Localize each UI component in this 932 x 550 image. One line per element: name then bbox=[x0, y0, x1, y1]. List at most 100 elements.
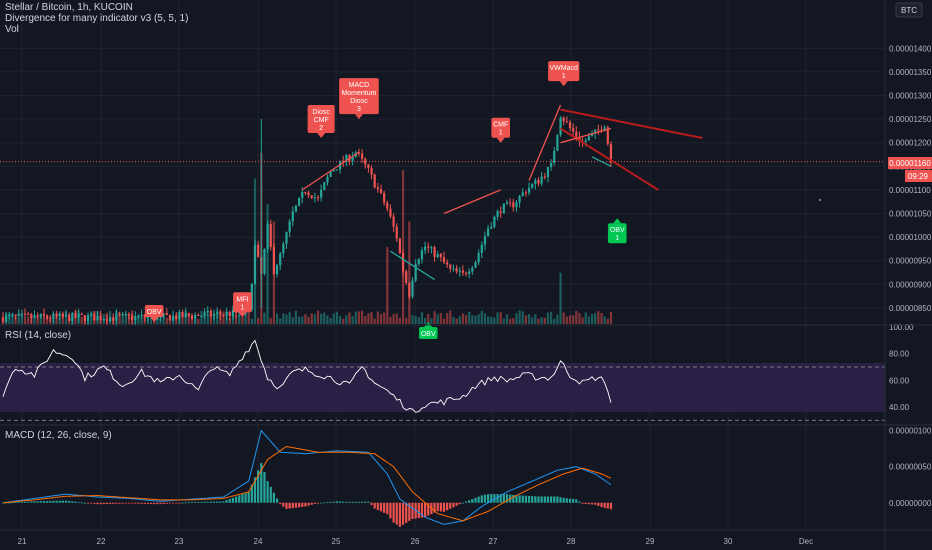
candle-body bbox=[190, 315, 194, 319]
candle-body bbox=[291, 211, 294, 222]
rsi-legend[interactable]: RSI (14, close) bbox=[5, 330, 72, 341]
volume-bar bbox=[597, 311, 600, 324]
signal-text: OBV bbox=[421, 331, 436, 338]
macd-histogram-bar bbox=[490, 494, 493, 503]
candle-body bbox=[383, 193, 386, 203]
price-tick-label: 0.00000850 bbox=[889, 304, 932, 313]
currency-label[interactable]: BTC bbox=[895, 2, 923, 18]
rsi-pane[interactable] bbox=[0, 339, 885, 421]
candle-body bbox=[464, 272, 468, 274]
symbol-title[interactable]: Stellar / Bitcoin, 1h, KUCOIN bbox=[5, 2, 133, 13]
time-tick-label: 27 bbox=[489, 537, 498, 546]
candle-body bbox=[90, 314, 93, 316]
macd-histogram-bar bbox=[310, 502, 313, 505]
signal-text: 2 bbox=[319, 125, 323, 132]
candle-body bbox=[203, 312, 206, 316]
signal-text: Diosc bbox=[350, 98, 368, 105]
macd-histogram-bar bbox=[433, 502, 436, 513]
time-axis[interactable]: 21 22 23 24 25 26 27 28 29 30 Dec bbox=[18, 537, 814, 546]
indicator-divergence[interactable]: Divergence for many indicator v3 (5, 5, … bbox=[5, 13, 189, 24]
macd-histogram-bar bbox=[411, 502, 414, 519]
macd-histogram-bar bbox=[74, 501, 77, 503]
volume-bar bbox=[534, 314, 537, 324]
macd-histogram-bar bbox=[77, 502, 80, 503]
volume-bar bbox=[316, 310, 320, 324]
candle-body bbox=[178, 312, 181, 319]
volume-bar bbox=[594, 313, 597, 324]
candle-body bbox=[222, 314, 225, 316]
candle-body bbox=[531, 183, 534, 188]
candle-body bbox=[562, 117, 565, 122]
macd-legend[interactable]: MACD (12, 26, close, 9) bbox=[5, 430, 112, 441]
signal-labels[interactable]: DioscCMF2MACDMomentumDiosc3CMF1VWMacd1OB… bbox=[144, 61, 627, 339]
divergence-line bbox=[528, 104, 562, 181]
signal-text: CMF bbox=[314, 117, 329, 124]
macd-histogram-bar bbox=[559, 497, 562, 503]
candle-body bbox=[209, 310, 212, 316]
price-badge-value: 0.00001160 bbox=[889, 159, 931, 168]
candle-body bbox=[474, 262, 477, 268]
candle-body bbox=[499, 211, 502, 213]
volume-bar bbox=[332, 313, 335, 324]
macd-histogram-bar bbox=[420, 502, 424, 518]
candle-body bbox=[575, 131, 578, 137]
macd-histogram-bar bbox=[52, 500, 55, 503]
volume-bar bbox=[282, 313, 285, 324]
macd-histogram-bar bbox=[250, 484, 253, 503]
candle-body bbox=[455, 268, 458, 272]
candle-body bbox=[175, 315, 178, 319]
price-tick-label: 0.00001250 bbox=[889, 115, 932, 124]
indicator-volume[interactable]: Vol bbox=[5, 24, 19, 35]
candles[interactable] bbox=[0, 116, 885, 327]
macd-histogram-bar bbox=[42, 501, 46, 503]
macd-histogram-bar bbox=[587, 502, 590, 505]
volume-bar bbox=[27, 316, 30, 324]
candle-body bbox=[420, 250, 424, 260]
macd-pane[interactable] bbox=[1, 429, 613, 527]
candle-body bbox=[603, 127, 606, 131]
candle-body bbox=[493, 216, 496, 227]
macd-histogram-bar bbox=[190, 502, 194, 503]
time-tick-label: 24 bbox=[254, 537, 263, 546]
volume-bar bbox=[398, 317, 401, 324]
candle-body bbox=[200, 315, 203, 317]
macd-histogram-bar bbox=[216, 501, 219, 503]
volume-bar bbox=[540, 317, 543, 324]
volume-bar bbox=[250, 318, 253, 324]
candle-body bbox=[512, 202, 515, 208]
volume-bar bbox=[405, 317, 408, 324]
macd-histogram-bar bbox=[194, 501, 197, 503]
macd-histogram-bar bbox=[550, 496, 553, 503]
volume-bar bbox=[386, 247, 389, 324]
candle-body bbox=[436, 254, 439, 257]
candle-body bbox=[96, 316, 99, 321]
candle-body bbox=[414, 264, 417, 281]
signal-pointer bbox=[496, 137, 505, 143]
volume-bar bbox=[364, 316, 367, 324]
macd-histogram-bar bbox=[518, 495, 521, 503]
candle-body bbox=[216, 312, 219, 314]
macd-histogram-bar bbox=[323, 502, 326, 504]
macd-histogram-bar bbox=[398, 502, 401, 527]
macd-histogram-bar bbox=[149, 502, 153, 504]
volume-bar bbox=[603, 316, 606, 324]
candle-body bbox=[376, 187, 379, 190]
time-tick-label: 30 bbox=[724, 537, 733, 546]
candle-body bbox=[225, 311, 228, 316]
macd-histogram-bar bbox=[118, 502, 121, 504]
rsi-line bbox=[2, 339, 612, 413]
candle-body bbox=[329, 171, 332, 177]
macd-histogram-bar bbox=[505, 494, 509, 503]
candle-body bbox=[540, 176, 543, 184]
signal-box bbox=[418, 327, 438, 339]
macd-histogram-bar bbox=[477, 496, 480, 503]
macd-histogram-bar bbox=[401, 502, 405, 525]
volume-bar bbox=[17, 314, 20, 324]
main-legend[interactable]: Stellar / Bitcoin, 1h, KUCOIN Divergence… bbox=[5, 2, 188, 35]
macd-histogram-bar bbox=[282, 502, 285, 507]
candle-body bbox=[194, 314, 197, 319]
candle-body bbox=[373, 174, 376, 188]
